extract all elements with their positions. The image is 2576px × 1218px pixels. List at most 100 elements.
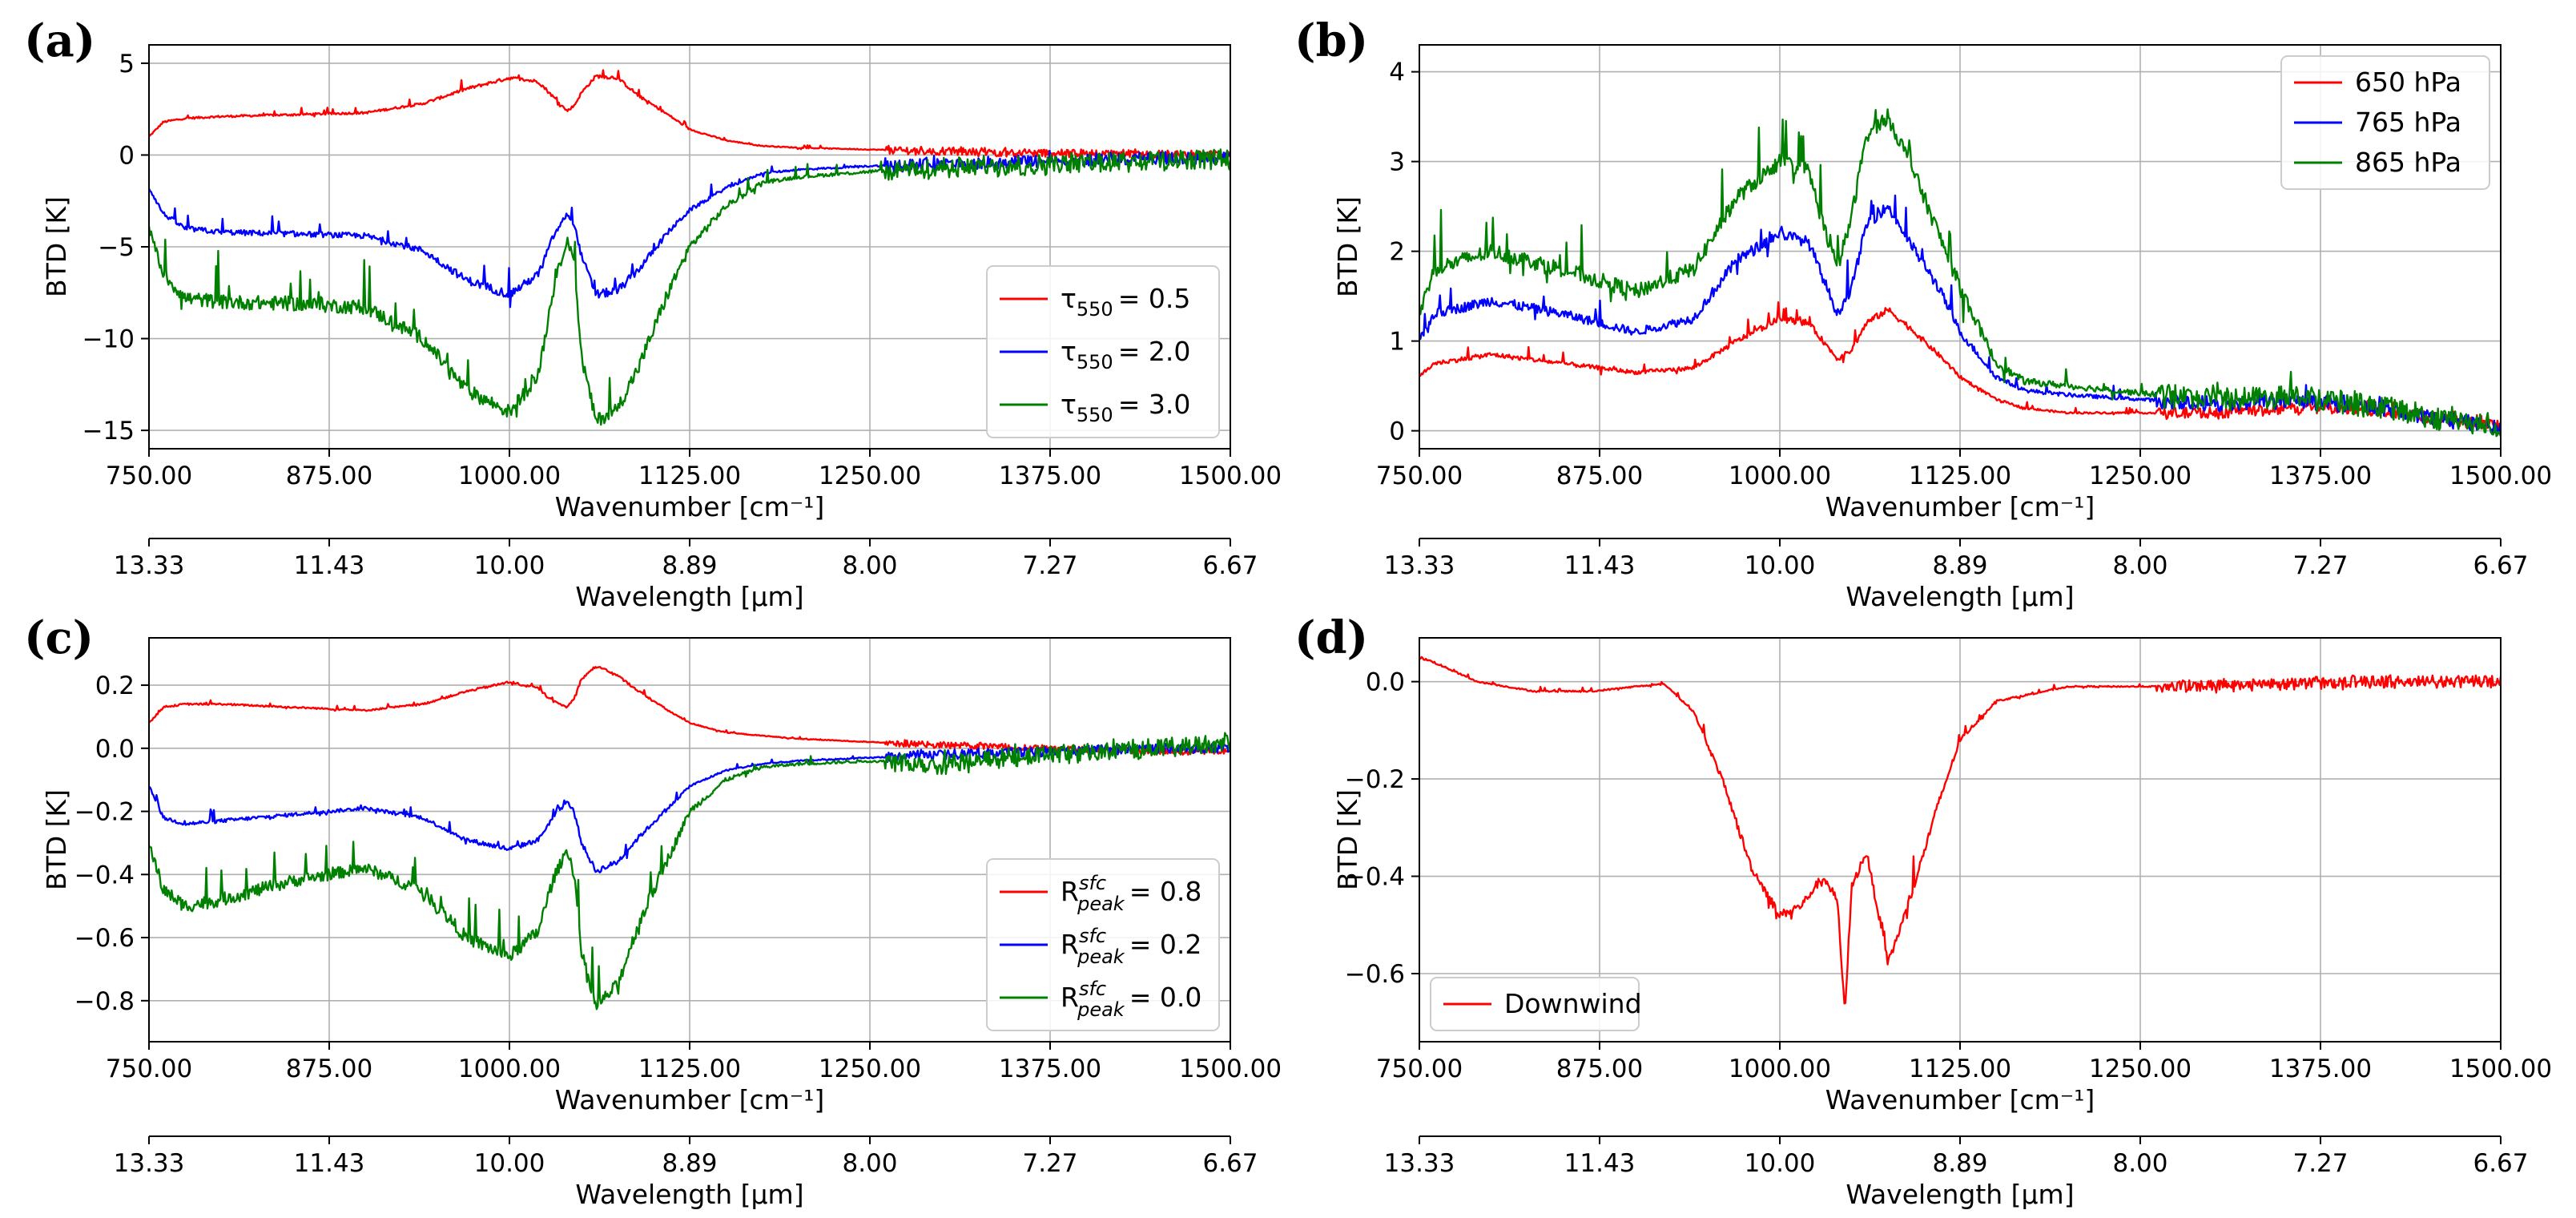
panel-c: (c) 750.00 875.00 1000.00 1125.00 1250.00 1375… bbox=[24, 611, 1282, 1210]
secondary-x-tick-label: 6.67 bbox=[1202, 1149, 1258, 1178]
x-tick-label: 1500.00 bbox=[2449, 1055, 2552, 1083]
legend-label: τ550 = 2.0 bbox=[1061, 336, 1190, 373]
x-tick-label: 875.00 bbox=[286, 462, 372, 490]
legend-label: Rsfc peak = 0.8 bbox=[1061, 872, 1201, 915]
x-tick-label: 1250.00 bbox=[2089, 462, 2192, 490]
y-tick-label: −0.6 bbox=[1345, 960, 1405, 989]
secondary-x-tick-label: 7.27 bbox=[1022, 1149, 1077, 1178]
x-tick-label: 750.00 bbox=[1376, 1055, 1463, 1083]
secondary-x-tick-label: 8.00 bbox=[2112, 1149, 2167, 1178]
legend: Downwind bbox=[1430, 977, 1642, 1031]
x-tick-label: 1500.00 bbox=[2449, 462, 2552, 490]
secondary-x-tick-label: 13.33 bbox=[1384, 551, 1455, 580]
y-tick-label: −0.8 bbox=[74, 987, 135, 1016]
panel-letter: (c) bbox=[24, 611, 94, 664]
y-tick-label: 0.0 bbox=[1366, 668, 1405, 697]
series-group bbox=[149, 666, 1230, 1010]
y-tick-label: −5 bbox=[98, 233, 135, 262]
secondary-x-axis-label: Wavelength [µm] bbox=[1845, 581, 2074, 612]
secondary-x-tick-label: 11.43 bbox=[294, 1149, 365, 1178]
panel-b: (b) 750.00 875.00 1000.00 1125.00 1250.00 1375… bbox=[1294, 14, 2552, 612]
x-axis-label: Wavenumber [cm⁻¹] bbox=[555, 1084, 825, 1115]
y-axis-label: BTD [K] bbox=[41, 789, 72, 890]
x-tick-label: 1250.00 bbox=[2089, 1055, 2192, 1083]
legend-box bbox=[2280, 55, 2490, 190]
panel-letter: (b) bbox=[1294, 14, 1368, 67]
y-tick-label: −0.2 bbox=[74, 798, 135, 827]
legend-label: 865 hPa bbox=[2355, 147, 2461, 178]
y-tick-label: 0.2 bbox=[95, 672, 135, 700]
secondary-x-axis-label: Wavelength [µm] bbox=[575, 581, 803, 612]
x-tick-label: 750.00 bbox=[106, 462, 192, 490]
legend-label: 650 hPa bbox=[2355, 67, 2461, 98]
legend-label: Rsfc peak = 0.2 bbox=[1061, 925, 1201, 968]
y-tick-label: 0 bbox=[1389, 417, 1405, 446]
y-tick-label: 0.0 bbox=[95, 735, 135, 764]
secondary-x-tick-label: 7.27 bbox=[2292, 551, 2348, 580]
secondary-x-tick-label: 8.89 bbox=[1932, 1149, 1987, 1178]
panel-letter: (a) bbox=[24, 14, 95, 67]
secondary-x-tick-label: 10.00 bbox=[474, 1149, 545, 1178]
panel-letter: (d) bbox=[1294, 611, 1368, 664]
legend: 650 hPa 765 hPa 865 hPa bbox=[2280, 55, 2490, 190]
secondary-x-tick-label: 10.00 bbox=[1745, 551, 1816, 580]
x-tick-label: 1000.00 bbox=[1729, 462, 1831, 490]
secondary-x-tick-label: 11.43 bbox=[294, 551, 365, 580]
series-line-3 bbox=[149, 148, 1230, 426]
secondary-x-tick-label: 10.00 bbox=[474, 551, 545, 580]
y-tick-label: 0 bbox=[119, 141, 135, 170]
y-tick-label: 2 bbox=[1389, 238, 1405, 267]
secondary-x-tick-label: 10.00 bbox=[1745, 1149, 1816, 1178]
secondary-x-tick-label: 8.89 bbox=[662, 551, 717, 580]
x-axis-label: Wavenumber [cm⁻¹] bbox=[555, 491, 825, 522]
y-tick-label: 1 bbox=[1389, 328, 1405, 357]
x-axis-label: Wavenumber [cm⁻¹] bbox=[1825, 491, 2095, 522]
y-tick-label: −15 bbox=[83, 417, 135, 446]
x-tick-label: 1375.00 bbox=[2269, 462, 2372, 490]
secondary-x-tick-label: 8.00 bbox=[2112, 551, 2167, 580]
x-tick-label: 875.00 bbox=[1556, 462, 1643, 490]
x-tick-label: 750.00 bbox=[106, 1055, 192, 1083]
y-tick-label: 3 bbox=[1389, 148, 1405, 177]
secondary-x-tick-label: 11.43 bbox=[1564, 1149, 1636, 1178]
x-tick-label: 1375.00 bbox=[2269, 1055, 2372, 1083]
secondary-x-tick-label: 7.27 bbox=[1022, 551, 1077, 580]
x-tick-label: 1125.00 bbox=[638, 1055, 741, 1083]
legend-box bbox=[1430, 977, 1640, 1031]
y-tick-label: −0.4 bbox=[74, 861, 135, 889]
y-tick-label: −0.2 bbox=[1345, 765, 1405, 794]
series-group bbox=[149, 69, 1230, 426]
x-tick-label: 1125.00 bbox=[638, 462, 741, 490]
secondary-x-axis-label: Wavelength [µm] bbox=[1845, 1179, 2074, 1210]
x-tick-label: 1000.00 bbox=[1729, 1055, 1831, 1083]
series-line-3 bbox=[1419, 108, 2501, 438]
y-axis-label: BTD [K] bbox=[41, 196, 72, 297]
legend-box bbox=[986, 265, 1220, 438]
x-tick-label: 1000.00 bbox=[458, 1055, 561, 1083]
y-tick-label: −0.4 bbox=[1345, 863, 1405, 892]
x-tick-label: 1375.00 bbox=[999, 462, 1101, 490]
x-axis-label: Wavenumber [cm⁻¹] bbox=[1825, 1084, 2095, 1115]
secondary-x-tick-label: 13.33 bbox=[114, 551, 185, 580]
x-tick-label: 1500.00 bbox=[1179, 462, 1282, 490]
secondary-x-tick-label: 6.67 bbox=[2473, 551, 2528, 580]
secondary-x-tick-label: 7.27 bbox=[2292, 1149, 2348, 1178]
x-tick-label: 1125.00 bbox=[1909, 1055, 2011, 1083]
series-group bbox=[1419, 108, 2501, 438]
x-tick-label: 875.00 bbox=[1556, 1055, 1643, 1083]
secondary-x-tick-label: 8.00 bbox=[842, 1149, 897, 1178]
secondary-x-tick-label: 13.33 bbox=[114, 1149, 185, 1178]
x-tick-label: 1250.00 bbox=[819, 462, 921, 490]
x-tick-label: 1250.00 bbox=[819, 1055, 921, 1083]
x-tick-label: 875.00 bbox=[286, 1055, 372, 1083]
x-tick-label: 1500.00 bbox=[1179, 1055, 1282, 1083]
series-group bbox=[1419, 655, 2501, 1005]
secondary-x-tick-label: 6.67 bbox=[1202, 551, 1258, 580]
panel-d: (d) 750.00 875.00 1000.00 1125.00 1250.00 1375… bbox=[1294, 611, 2552, 1210]
y-axis-label: BTD [K] bbox=[1332, 789, 1363, 890]
legend-box bbox=[986, 858, 1220, 1031]
x-tick-label: 1000.00 bbox=[458, 462, 561, 490]
legend: Rsfc peak = 0.8 Rsfc peak = 0.2 Rsfc peak = 0.0 bbox=[986, 858, 1220, 1031]
legend-label: 765 hPa bbox=[2355, 107, 2461, 138]
